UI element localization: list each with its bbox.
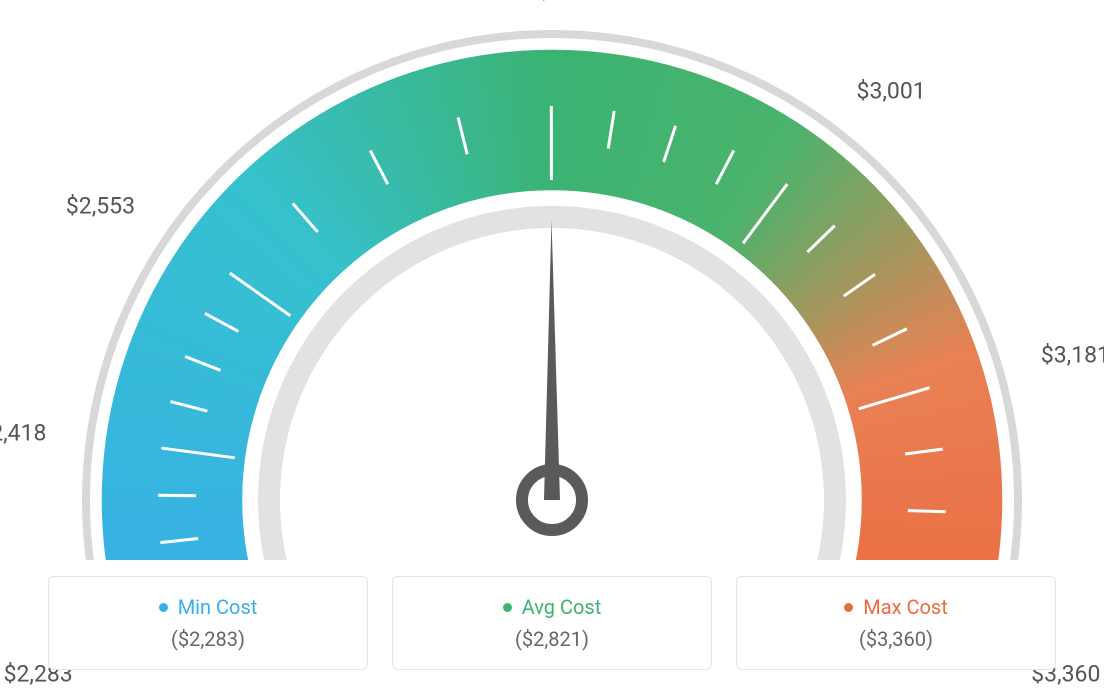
tick-label: $2,418 <box>0 419 46 446</box>
legend-value-min: ($2,283) <box>49 627 367 651</box>
dot-icon <box>844 603 853 612</box>
gauge-chart: $2,283$2,418$2,553$2,821$3,001$3,181$3,3… <box>32 0 1072 560</box>
dot-icon <box>159 603 168 612</box>
legend-title-max: Max Cost <box>844 595 948 619</box>
legend-label-avg: Avg Cost <box>522 595 602 619</box>
legend-value-avg: ($2,821) <box>393 627 711 651</box>
legend-label-max: Max Cost <box>863 595 948 619</box>
legend-title-min: Min Cost <box>159 595 258 619</box>
legend-card-max: Max Cost ($3,360) <box>736 576 1056 670</box>
legend-card-avg: Avg Cost ($2,821) <box>392 576 712 670</box>
tick-label: $3,001 <box>857 77 926 104</box>
dot-icon <box>503 603 512 612</box>
legend: Min Cost ($2,283) Avg Cost ($2,821) Max … <box>48 576 1056 670</box>
legend-label-min: Min Cost <box>178 595 258 619</box>
tick-label: $2,821 <box>516 0 585 4</box>
legend-card-min: Min Cost ($2,283) <box>48 576 368 670</box>
tick-label: $3,181 <box>1041 341 1104 368</box>
legend-title-avg: Avg Cost <box>503 595 602 619</box>
legend-value-max: ($3,360) <box>737 627 1055 651</box>
tick-label: $2,553 <box>66 193 135 220</box>
